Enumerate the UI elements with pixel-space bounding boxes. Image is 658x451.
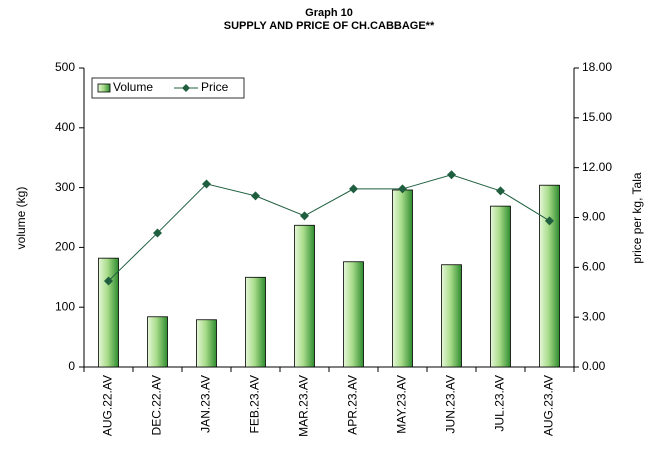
legend-box xyxy=(91,77,245,99)
y2-tick-label: 0.00 xyxy=(582,359,606,373)
price-marker xyxy=(104,276,113,286)
bar xyxy=(98,257,119,368)
x-tick-label: JUN.23.AV xyxy=(444,375,458,433)
y-tick-label: 300 xyxy=(55,180,75,194)
price-marker xyxy=(398,184,407,194)
x-tick-label: JAN.23.AV xyxy=(199,375,213,433)
y2-tick-label: 12.00 xyxy=(582,160,612,174)
y-tick-label: 400 xyxy=(55,120,75,134)
price-marker xyxy=(545,216,554,226)
price-marker xyxy=(153,228,162,238)
price-marker xyxy=(349,184,358,194)
chart-title: Graph 10 xyxy=(305,7,353,19)
y2-tick-label: 15.00 xyxy=(582,110,612,124)
y2-tick-label: 6.00 xyxy=(582,260,606,274)
bar xyxy=(147,316,168,368)
x-tick-label: DEC.22.AV xyxy=(150,375,164,435)
x-tick-label: JUL.23.AV xyxy=(493,375,507,431)
x-tick-label: AUG.23.AV xyxy=(542,375,556,436)
x-tick-label: AUG.22.AV xyxy=(101,375,115,436)
y2-tick-label: 18.00 xyxy=(582,60,612,74)
y-tick-label: 100 xyxy=(55,299,75,313)
x-tick-label: APR.23.AV xyxy=(346,375,360,435)
x-tick-label: MAY.23.AV xyxy=(395,375,409,434)
price-marker xyxy=(202,179,211,189)
legend-label: Volume xyxy=(113,80,153,94)
price-marker xyxy=(251,191,260,201)
price-marker xyxy=(447,170,456,180)
price-marker xyxy=(300,211,309,221)
bar xyxy=(245,276,266,368)
legend-label: Price xyxy=(201,80,229,94)
y-tick-label: 500 xyxy=(55,60,75,74)
chart-subtitle: SUPPLY AND PRICE OF CH.CABBAGE** xyxy=(224,20,435,32)
price-marker xyxy=(496,186,505,196)
price-line xyxy=(108,174,550,282)
y-axis-label: volume (kg) xyxy=(14,187,28,250)
bar xyxy=(343,261,364,368)
y2-tick-label: 9.00 xyxy=(582,210,606,224)
y2-axis-label: price per kg, Tala xyxy=(630,172,644,263)
bar xyxy=(196,319,217,368)
bar xyxy=(392,189,413,368)
bar xyxy=(490,205,511,368)
x-tick-label: FEB.23.AV xyxy=(248,375,262,433)
bar xyxy=(441,264,462,368)
y-tick-label: 0 xyxy=(68,359,75,373)
y-tick-label: 200 xyxy=(55,240,75,254)
bar xyxy=(539,184,560,368)
x-tick-label: MAR.23.AV xyxy=(297,375,311,437)
y2-tick-label: 3.00 xyxy=(582,309,606,323)
legend-marker xyxy=(182,84,190,92)
bar xyxy=(294,224,315,368)
legend-swatch xyxy=(97,83,111,93)
